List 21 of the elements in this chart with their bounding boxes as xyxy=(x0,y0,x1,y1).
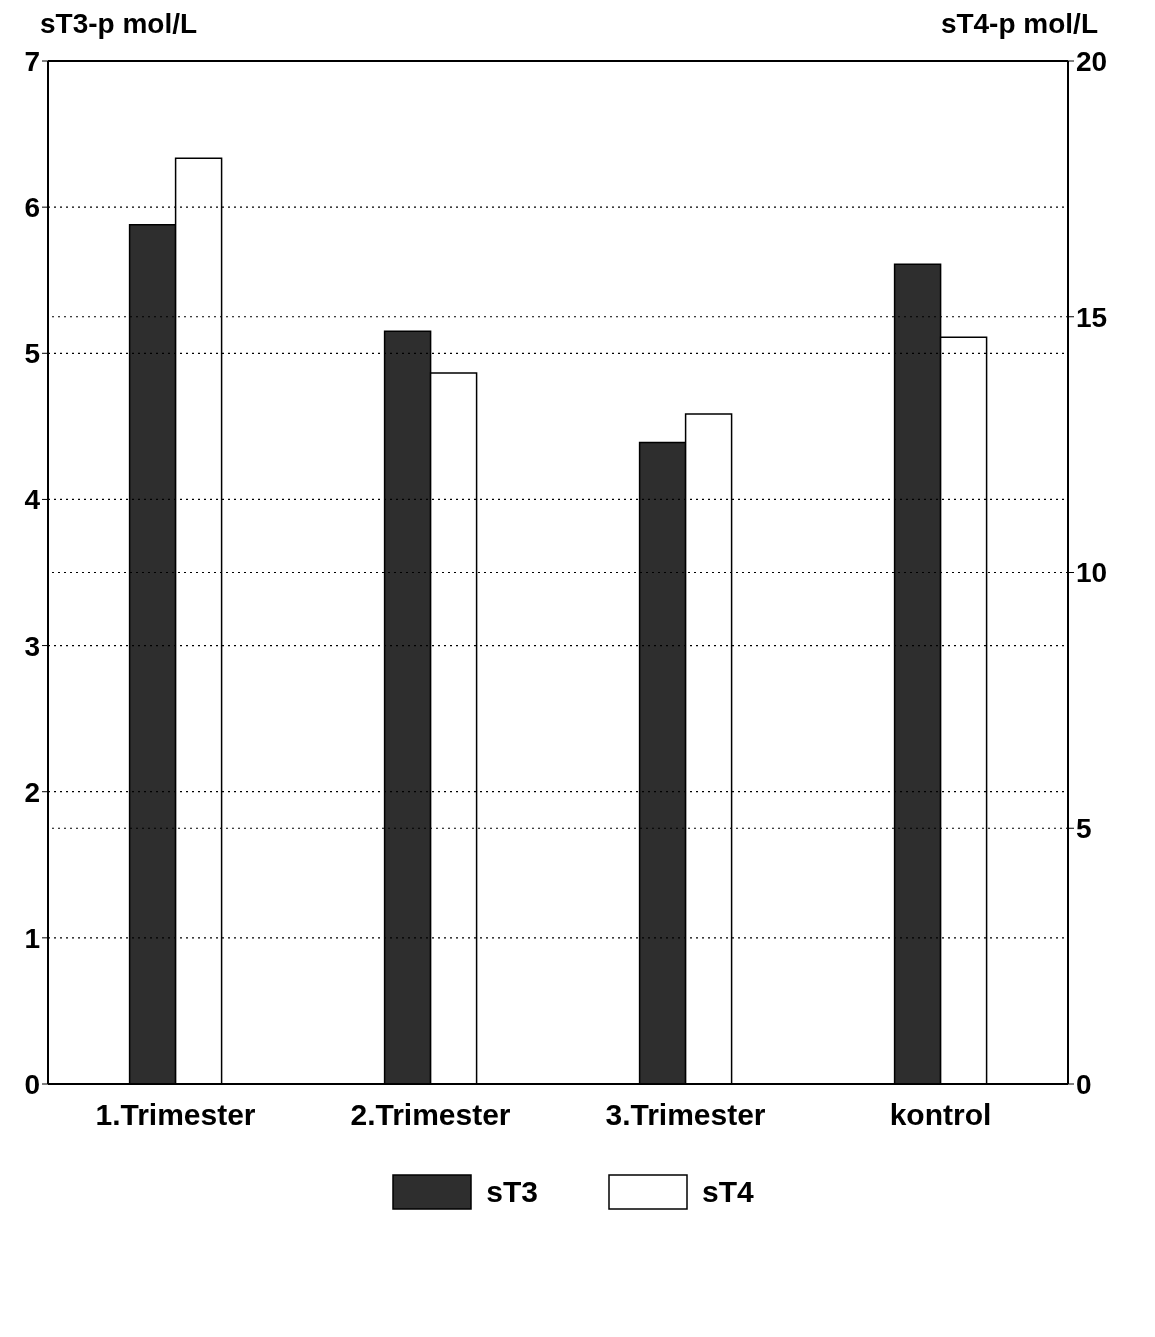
y-tick-label: 3 xyxy=(24,630,40,662)
y2-tick-label: 20 xyxy=(1076,45,1108,77)
y-tick-label: 1 xyxy=(24,922,40,954)
x-tick-label: 1.Trimester xyxy=(95,1098,256,1132)
x-tick-label: 3.Trimester xyxy=(605,1098,766,1132)
legend-label: sT4 xyxy=(702,1175,754,1209)
y-tick-label: 6 xyxy=(24,192,40,224)
y-tick-label: 0 xyxy=(24,1068,40,1100)
y-tick-label: 7 xyxy=(24,45,40,77)
y-tick-label: 4 xyxy=(24,484,41,516)
y-axis-title: sT3-p mol/L xyxy=(40,8,198,41)
y2-tick-label: 5 xyxy=(1076,813,1092,845)
x-tick-label: kontrol xyxy=(889,1098,992,1132)
y2-tick-label: 0 xyxy=(1076,1068,1092,1100)
x-tick-label: 2.Trimester xyxy=(350,1098,511,1132)
y-tick-label: 2 xyxy=(24,776,40,808)
y2-axis-title: sT4-p mol/L xyxy=(940,8,1098,41)
y-tick-label: 5 xyxy=(24,338,40,370)
legend-label: sT3 xyxy=(486,1175,538,1209)
y2-tick-label: 15 xyxy=(1076,301,1108,333)
y2-tick-label: 10 xyxy=(1076,557,1108,589)
